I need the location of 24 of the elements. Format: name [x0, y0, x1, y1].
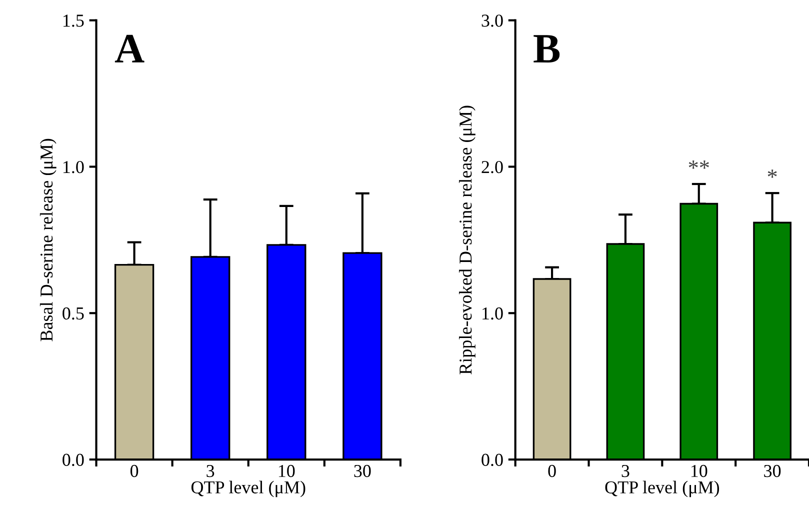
y-tick-label: 0.5: [62, 307, 84, 320]
x-tick-label: 10: [278, 464, 295, 478]
annotation: **: [688, 160, 709, 169]
y-tick-label: 1.5: [63, 14, 84, 27]
x-tick-label: 0: [130, 464, 138, 478]
chart-title: A: [114, 34, 144, 62]
x-axis-title: QTP level (μM): [191, 480, 306, 498]
annotation: *: [768, 170, 777, 178]
y-tick-label: 0.0: [482, 454, 503, 466]
y-tick-label: 1.0: [482, 307, 503, 320]
x-tick-label: 30: [354, 464, 371, 478]
y-axis-title: Basal D-serine release (μM): [40, 138, 56, 342]
chart-title: B: [534, 35, 560, 63]
x-axis-title: QTP level (μM): [605, 480, 720, 498]
x-tick-label: 3: [622, 464, 630, 478]
x-tick-label: 10: [691, 464, 708, 478]
y-tick-label: 2.0: [482, 160, 503, 174]
y-axis-title: Ripple-evoked D-serine release (μM): [459, 106, 476, 374]
y-tick-label: 1.0: [63, 160, 84, 174]
x-tick-label: 30: [764, 464, 781, 478]
y-tick-label: 3.0: [482, 14, 503, 27]
y-tick-label: 0.0: [62, 454, 84, 466]
x-tick-label: 0: [548, 464, 556, 478]
x-tick-label: 3: [206, 464, 214, 478]
